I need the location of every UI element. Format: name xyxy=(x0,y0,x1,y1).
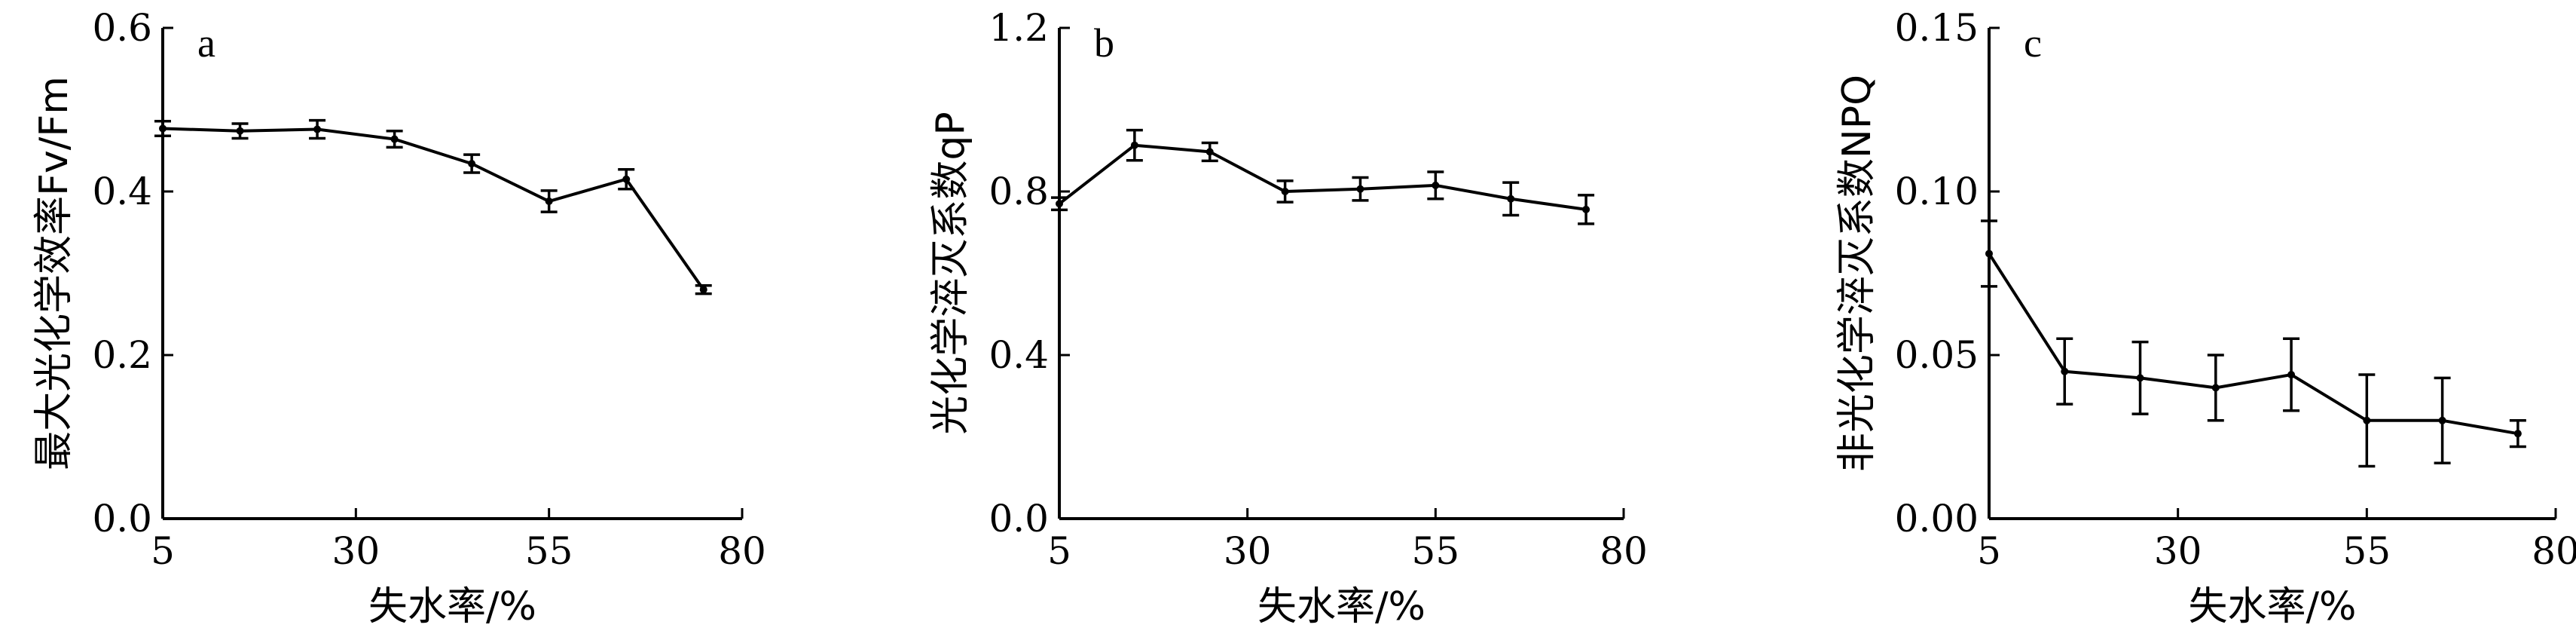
x-axis-title: 失水率/% xyxy=(368,584,536,629)
y-tick-label: 0.8 xyxy=(989,170,1049,213)
panel-label: b xyxy=(1094,20,1114,66)
y-tick-label: 0.15 xyxy=(1895,6,1979,50)
data-point xyxy=(699,286,707,294)
x-tick-label: 55 xyxy=(525,529,573,573)
panel-label: a xyxy=(197,20,215,66)
panel-label: c xyxy=(2024,20,2042,66)
y-tick-label: 0.10 xyxy=(1895,170,1979,213)
x-tick-label: 30 xyxy=(1224,529,1272,573)
x-tick-label: 80 xyxy=(1600,529,1648,573)
data-point xyxy=(1507,194,1515,203)
data-point xyxy=(2287,371,2296,379)
y-axis-title: 非光化学淬灭系数NPQ xyxy=(1835,75,1880,472)
data-point xyxy=(1281,188,1289,195)
series-line xyxy=(162,127,705,291)
data-point xyxy=(622,175,631,183)
x-tick-label: 55 xyxy=(1412,529,1460,573)
y-tick-label: 0.4 xyxy=(989,333,1049,377)
data-point xyxy=(1356,185,1364,193)
x-tick-label: 80 xyxy=(718,529,766,573)
x-axis-title: 失水率/% xyxy=(1257,584,1426,629)
y-tick-labels: 0.0 0.4 0.8 1.2 xyxy=(989,6,1049,541)
y-tick-label: 0.0 xyxy=(989,497,1049,541)
x-tick-label: 5 xyxy=(1977,529,2001,573)
data-point xyxy=(1205,148,1214,156)
data-point xyxy=(2363,416,2371,424)
data-point xyxy=(1432,181,1440,189)
tick-marks xyxy=(1988,26,2557,520)
x-tick-label: 80 xyxy=(2532,529,2576,573)
x-tick-labels: 5 30 55 80 xyxy=(1977,529,2576,573)
data-series xyxy=(1051,128,1595,225)
tick-marks xyxy=(1058,26,1625,520)
y-tick-label: 0.6 xyxy=(92,6,152,50)
y-tick-label: 0.4 xyxy=(92,170,152,213)
y-axis-title: 最大光化学效率Fv/Fm xyxy=(32,76,77,470)
x-tick-label: 30 xyxy=(2154,529,2202,573)
series-line xyxy=(1058,143,1587,211)
y-tick-labels: 0.0 0.2 0.4 0.6 xyxy=(92,6,152,541)
y-axis-title: 光化学淬灭系数qP xyxy=(928,112,973,434)
data-point xyxy=(2136,374,2144,382)
x-tick-labels: 5 30 55 80 xyxy=(1047,529,1648,573)
panel-b: 0.0 0.4 0.8 1.2 5 30 55 80 b 失水率/% 光化学淬灭系数qP xyxy=(928,6,1648,629)
y-tick-label: 0.0 xyxy=(92,497,152,541)
data-point xyxy=(2061,367,2069,375)
panel-c: 0.00 0.05 0.10 0.15 5 30 55 80 c 失水率/% 非光化学淬灭系… xyxy=(1835,6,2576,629)
y-tick-label: 0.00 xyxy=(1895,497,1979,541)
x-tick-label: 55 xyxy=(2343,529,2391,573)
data-point xyxy=(2513,430,2522,438)
data-point xyxy=(545,198,553,206)
x-tick-label: 5 xyxy=(151,529,175,573)
y-tick-labels: 0.00 0.05 0.10 0.15 xyxy=(1895,6,1979,541)
data-point xyxy=(390,135,399,143)
data-point xyxy=(1582,205,1591,213)
x-tick-labels: 5 30 55 80 xyxy=(151,529,766,573)
y-tick-label: 0.05 xyxy=(1895,333,1979,377)
data-point xyxy=(313,125,322,133)
panel-a: 0.0 0.2 0.4 0.6 5 30 55 80 a 失水率/% 最大光化学效率Fv/F… xyxy=(32,6,766,629)
x-tick-label: 30 xyxy=(332,529,380,573)
data-point xyxy=(2438,416,2446,424)
tick-marks xyxy=(161,26,744,520)
y-tick-label: 1.2 xyxy=(989,6,1049,50)
data-point xyxy=(2211,384,2220,392)
x-axis-title: 失水率/% xyxy=(2189,584,2357,629)
series-line xyxy=(1988,253,2519,436)
data-point xyxy=(236,127,244,135)
data-point xyxy=(1130,141,1138,149)
data-series xyxy=(154,118,712,296)
y-tick-label: 0.2 xyxy=(92,333,152,377)
data-point xyxy=(468,160,476,168)
x-tick-label: 5 xyxy=(1047,529,1071,573)
data-series xyxy=(1981,219,2526,468)
